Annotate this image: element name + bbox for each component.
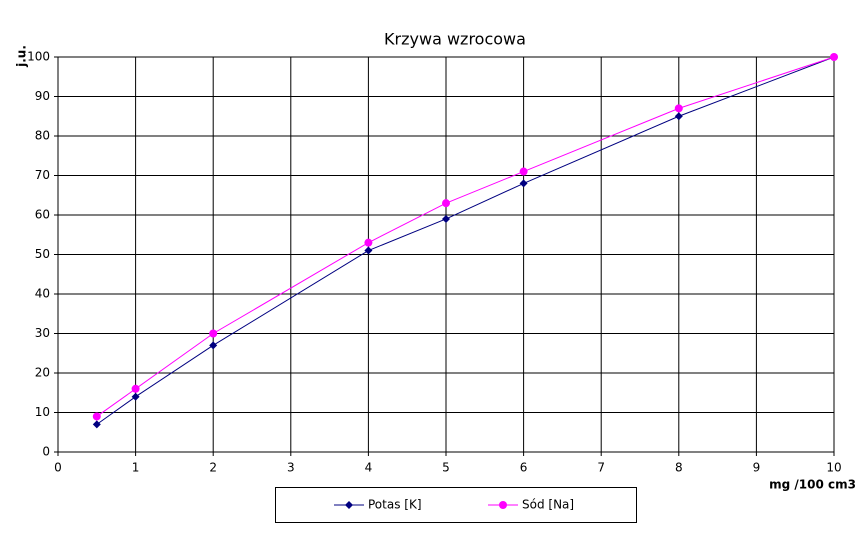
marker xyxy=(830,53,838,61)
x-tick-label: 7 xyxy=(597,461,605,475)
marker xyxy=(674,112,683,121)
legend-label: Potas [K] xyxy=(368,498,422,512)
x-tick-label: 4 xyxy=(365,461,373,475)
y-tick-label: 70 xyxy=(35,168,50,182)
x-tick-label: 3 xyxy=(287,461,295,475)
marker xyxy=(92,420,101,429)
x-axis-label: mg /100 cm3 xyxy=(769,478,856,492)
marker xyxy=(674,104,683,113)
y-tick-label: 30 xyxy=(35,326,50,340)
x-tick-label: 5 xyxy=(442,461,450,475)
series-line xyxy=(96,56,835,425)
marker xyxy=(519,167,528,176)
legend-marker xyxy=(345,501,353,509)
x-tick-label: 8 xyxy=(675,461,683,475)
marker xyxy=(364,238,373,247)
x-tick-label: 10 xyxy=(826,461,841,475)
y-tick-label: 80 xyxy=(35,129,50,143)
marker xyxy=(131,392,140,401)
marker xyxy=(209,329,218,338)
legend-label: Sód [Na] xyxy=(522,498,574,512)
legend-marker xyxy=(499,501,507,509)
y-tick-label: 20 xyxy=(35,366,50,380)
x-tick-label: 0 xyxy=(54,461,62,475)
marker xyxy=(519,179,528,188)
x-tick-label: 9 xyxy=(753,461,761,475)
marker xyxy=(442,199,450,208)
x-tick-label: 1 xyxy=(132,461,140,475)
legend-box xyxy=(275,487,637,523)
marker xyxy=(442,214,450,223)
marker xyxy=(92,412,101,421)
marker xyxy=(131,384,140,393)
x-tick-label: 6 xyxy=(520,461,528,475)
marker xyxy=(364,246,373,255)
y-tick-label: 100 xyxy=(27,50,50,64)
y-tick-label: 0 xyxy=(42,445,50,459)
y-tick-label: 60 xyxy=(35,208,50,222)
marker xyxy=(209,341,218,350)
y-tick-label: 10 xyxy=(35,405,50,419)
chart-title: Krzywa wzrocowa xyxy=(384,30,526,49)
y-tick-label: 90 xyxy=(35,89,50,103)
x-tick-label: 2 xyxy=(209,461,217,475)
y-tick-label: 40 xyxy=(35,287,50,301)
y-tick-label: 50 xyxy=(35,247,50,261)
series-line xyxy=(96,56,835,417)
y-axis-label: j.u. xyxy=(15,45,29,68)
